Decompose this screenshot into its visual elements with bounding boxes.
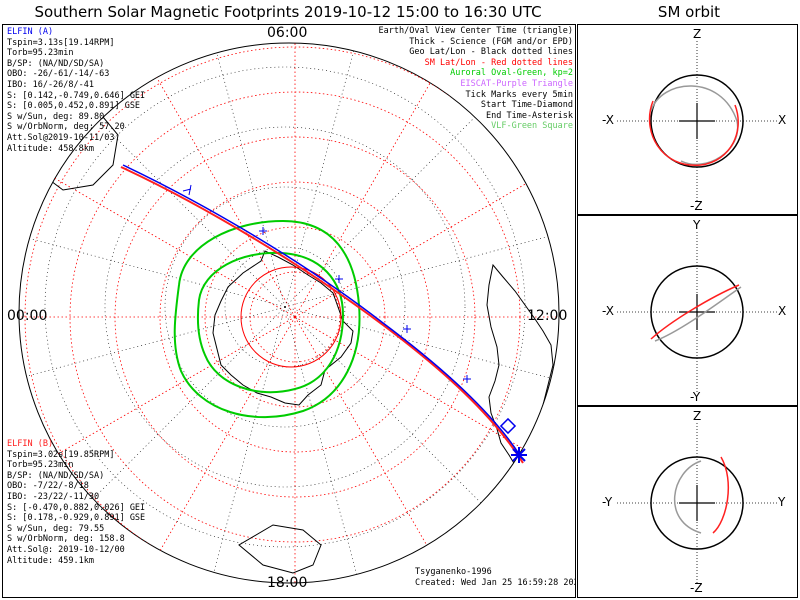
orbit-path-grey <box>650 85 739 166</box>
geo-lon-line <box>207 43 286 308</box>
legend-item: Geo Lat/Lon - Black dotted lines <box>409 47 573 58</box>
geo-lat-circle <box>104 126 466 488</box>
orbit-panel: Y -Y -X X <box>577 215 798 406</box>
axis-label-top: Y <box>693 218 701 232</box>
info-line: IBO: 16/-26/8/-41 <box>7 79 94 90</box>
info-line: S: [0.005,0.452,0.891] GSE <box>7 101 141 112</box>
start-diamond-icon <box>499 417 517 435</box>
orbit-path-red <box>650 284 740 340</box>
page-title: Southern Solar Magnetic Footprints 2019-… <box>34 3 542 21</box>
orbit-title: SM orbit <box>657 3 721 21</box>
map-boundary <box>18 42 560 584</box>
orbit-path-grey <box>674 460 702 534</box>
origin-cross <box>679 294 715 330</box>
info-line: B/SP: (NA/ND/SD/SA) <box>7 470 105 481</box>
legend-item: VLF-Green Square <box>491 121 573 132</box>
sm-lat-circle <box>204 226 386 408</box>
axis-label-top: Z <box>693 27 702 41</box>
axis-label-left: -X <box>602 113 614 127</box>
axis-label-right: X <box>778 304 787 318</box>
time-label-left: 00:00 <box>7 308 48 324</box>
time-label-bottom: 18:00 <box>267 575 308 591</box>
info-line: B/SP: (NA/ND/SD/SA) <box>7 58 105 69</box>
info-line: IBO: -23/22/-11/30 <box>7 491 100 502</box>
auroral-oval-outer <box>173 219 361 419</box>
origin-cross <box>679 485 715 521</box>
legend-item: Auroral Oval-Green, kp=2 <box>450 68 573 79</box>
info-line: S: [0.142,-0.749,0.646] GEI <box>7 90 146 101</box>
geo-lon-line <box>284 306 498 520</box>
elfin-a-header: ELFIN (A) <box>7 27 54 37</box>
info-line: Att.Sol@2019-10-11/03 <box>7 132 115 143</box>
orbit-path-red <box>648 100 739 166</box>
orbit-panel: Z -Z -X X <box>577 24 798 215</box>
axis-label-bottom: -Z <box>690 199 703 213</box>
model-credit: Tsyganenko-1996 <box>415 567 492 577</box>
geo-lon-line <box>19 229 286 308</box>
info-line: Torb=95.23min <box>7 48 74 59</box>
geo-lon-line <box>284 306 363 583</box>
geo-lon-line <box>207 306 286 583</box>
elfin-b-header: ELFIN (B) <box>7 439 54 449</box>
end-asterisk-icon <box>511 447 527 463</box>
created-timestamp: Created: Wed Jan 25 16:59:28 2023 <box>415 578 576 588</box>
info-line: OBO: -26/-61/-14/-63 <box>7 69 110 80</box>
south-america-coastline <box>486 263 554 466</box>
info-line: S w/OrbNorm, deg: 57.20 <box>7 122 125 133</box>
track-ticks <box>182 184 471 383</box>
legend-item: Tick Marks every 5min <box>465 89 573 100</box>
info-line: S w/Sun, deg: 79.55 <box>7 523 105 534</box>
footprint-map-panel: 06:00 18:00 00:00 12:00 Earth/Oval View … <box>2 24 576 598</box>
orbit-plot <box>617 423 777 583</box>
geo-lon-line <box>284 229 559 308</box>
legend-item: SM Lat/Lon - Red dotted lines <box>424 57 573 68</box>
geo-lat-circle <box>164 186 406 428</box>
origin-cross <box>679 103 715 139</box>
sm-inner-circle <box>240 266 342 368</box>
axis-label-bottom: -Y <box>690 390 701 404</box>
axis-label-left: -Y <box>602 495 613 509</box>
elfin-a-track <box>122 164 522 458</box>
orbit-path-grey <box>654 286 742 342</box>
orbit-plot <box>617 41 777 201</box>
info-line: Att.Sol@: 2019-10-12/00 <box>7 544 125 555</box>
info-line: OBO: -7/22/-8/18 <box>7 481 89 492</box>
info-line: Altitude: 458.8km <box>7 143 94 154</box>
info-line: Tspin=3.02s[19.85RPM] <box>7 449 115 460</box>
axis-label-right: X <box>778 113 787 127</box>
axis-label-left: -X <box>602 304 614 318</box>
legend-item: EISCAT-Purple Triangle <box>460 78 573 89</box>
orbit-path-red <box>712 456 730 534</box>
map-legend: Earth/Oval View Center Time (triangle) Th… <box>379 26 573 132</box>
africa-coastline <box>238 524 322 574</box>
info-line: Altitude: 459.1km <box>7 555 94 566</box>
footprint-map <box>18 42 560 584</box>
time-label-right: 12:00 <box>527 308 568 324</box>
elfin-a-info: ELFIN (A) Tspin=3.13s[19.14RPM] Torb=95.2… <box>7 27 145 154</box>
elfin-b-info: ELFIN (B) Tspin=3.02s[19.85RPM] Torb=95.2… <box>7 439 145 566</box>
axis-label-bottom: -Z <box>690 581 703 595</box>
axis-label-top: Z <box>693 409 702 423</box>
info-line: Tspin=3.13s[19.14RPM] <box>7 37 115 48</box>
info-line: S w/OrbNorm, deg: 158.8 <box>7 534 125 545</box>
auroral-oval-inner <box>196 251 345 394</box>
info-line: Torb=95.23min <box>7 460 74 471</box>
info-line: S: [0.178,-0.929,0.891] GSE <box>7 513 146 524</box>
antarctica-coastline <box>212 250 354 406</box>
legend-item: End Time-Asterisk <box>486 110 573 121</box>
geo-lat-circle <box>44 66 526 548</box>
legend-item: Start Time-Diamond <box>480 100 573 111</box>
orbit-panel: Z -Z -Y Y <box>577 406 798 598</box>
sm-lat-circle <box>159 181 431 453</box>
orbit-plot <box>617 232 777 392</box>
info-line: S: [-0.470,0.882,0.026] GEI <box>7 502 146 513</box>
time-label-top: 06:00 <box>267 25 308 41</box>
info-line: S w/Sun, deg: 89.80 <box>7 111 105 122</box>
geo-lat-circle <box>224 246 346 368</box>
legend-item: Earth/Oval View Center Time (triangle) <box>378 26 573 36</box>
elfin-b-track <box>120 166 524 464</box>
axis-label-right: Y <box>778 495 786 509</box>
legend-item: Thick - Science (FGM and/or EPD) <box>409 36 573 47</box>
sm-lon-line <box>144 316 296 578</box>
